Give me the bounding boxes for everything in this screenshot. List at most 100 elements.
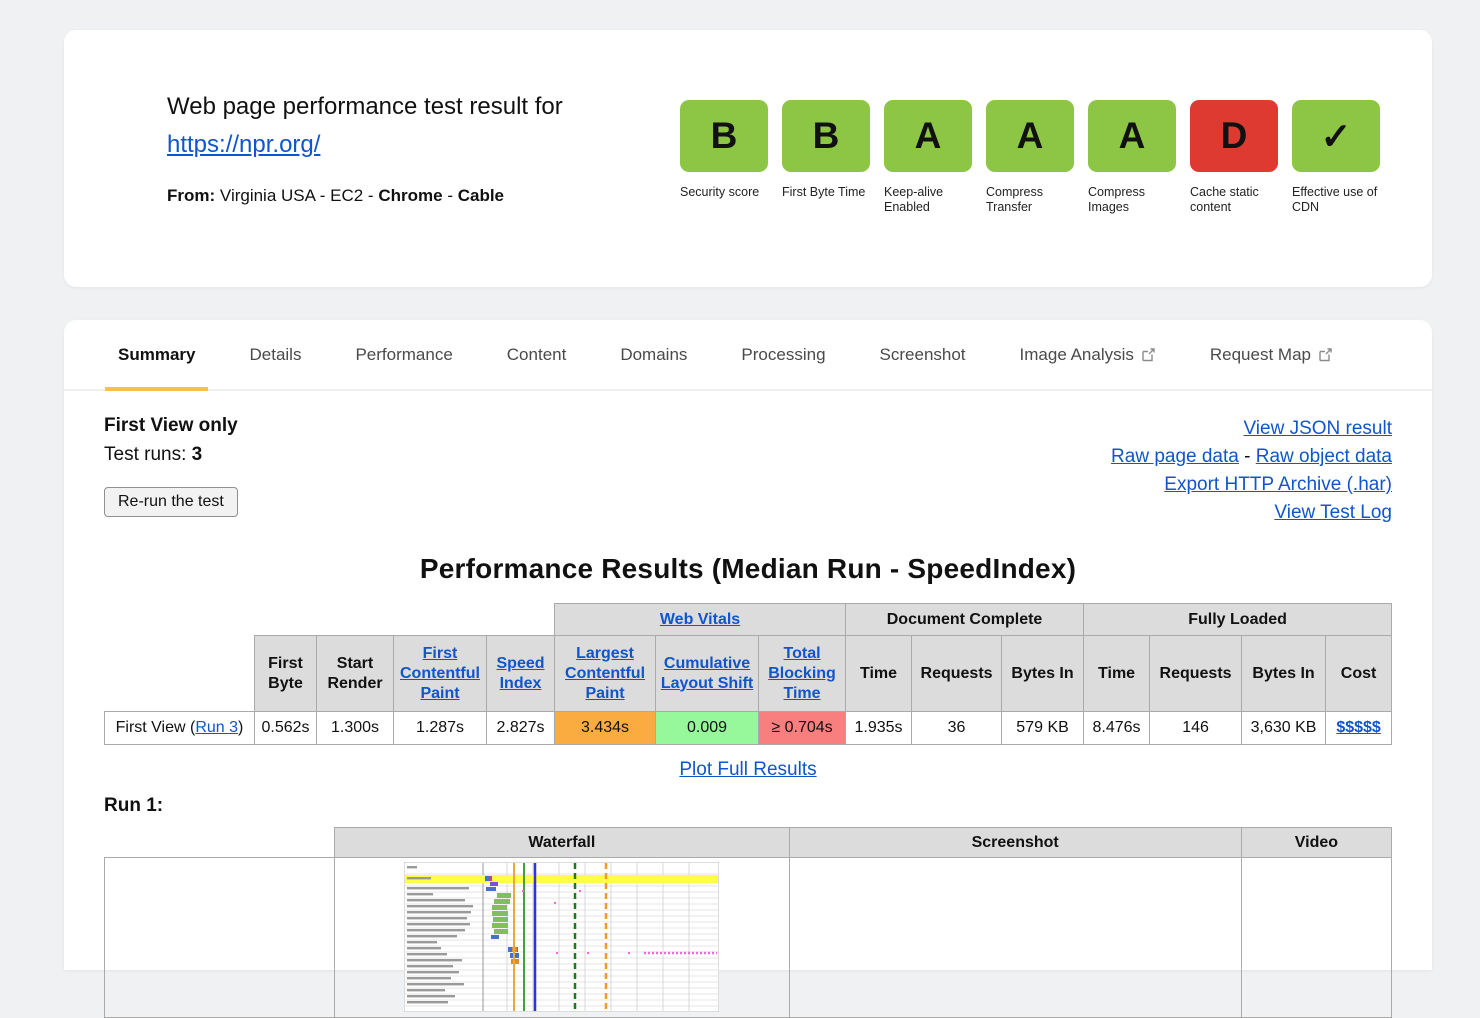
from-label: From: [167, 186, 216, 205]
tab-screenshot[interactable]: Screenshot [879, 344, 966, 364]
checkmark-badge[interactable]: ✓ [1292, 100, 1380, 172]
first-view-only-label: First View only [104, 415, 238, 436]
grade-letter-badge[interactable]: B [680, 100, 768, 172]
col-fl-bytes: Bytes In [1241, 635, 1327, 712]
document-complete-group-header: Document Complete [845, 603, 1085, 636]
col-total-blocking-time: Total Blocking Time [758, 635, 847, 712]
waterfall-thumbnail[interactable] [403, 861, 720, 1017]
grade-letter-badge[interactable]: D [1190, 100, 1278, 172]
tab-processing[interactable]: Processing [741, 344, 826, 364]
value-dc-time: 1.935s [845, 711, 913, 745]
from-connection: Cable [457, 186, 505, 205]
lcp-link[interactable]: Largest Contentful Paint [565, 644, 646, 702]
grade-cdn[interactable]: ✓ Effective use of CDN [1292, 100, 1380, 215]
grade-label: First Byte Time [782, 185, 866, 199]
col-fl-requests: Requests [1149, 635, 1243, 712]
rerun-test-button[interactable]: Re-run the test [104, 487, 238, 517]
test-info-block: First View only Test runs: 3 Re-run the … [104, 415, 238, 527]
fcp-link[interactable]: First Contentful Paint [400, 644, 480, 702]
table-row: First View (Run 3) 0.562s 1.300s 1.287s … [104, 711, 1393, 745]
value-total-blocking-time: ≥ 0.704s [758, 711, 847, 745]
spacer-cell [105, 828, 335, 858]
fully-loaded-group-header: Fully Loaded [1083, 603, 1393, 636]
col-cost: Cost [1325, 635, 1393, 712]
tbt-link[interactable]: Total Blocking Time [768, 644, 836, 702]
grade-letter-badge[interactable]: B [782, 100, 870, 172]
test-runs-count: 3 [191, 444, 203, 465]
col-video: Video [1240, 827, 1393, 858]
test-location-line: From: Virginia USA - EC2 - Chrome - Cabl… [167, 186, 563, 206]
value-cumulative-layout-shift: 0.009 [655, 711, 760, 745]
tab-image-analysis[interactable]: Image Analysis [1007, 320, 1169, 389]
grade-badges: B Security score B First Byte Time A Kee… [680, 100, 1380, 215]
test-runs-line: Test runs: 3 [104, 444, 203, 465]
grade-keep-alive[interactable]: A Keep-alive Enabled [884, 100, 972, 215]
col-screenshot: Screenshot [788, 827, 1242, 858]
value-largest-contentful-paint: 3.434s [554, 711, 657, 745]
plot-full-results-link[interactable]: Plot Full Results [679, 759, 817, 780]
speed-index-link[interactable]: Speed Index [496, 654, 545, 692]
raw-object-data-link[interactable]: Raw object data [1255, 446, 1392, 467]
run-1-table: Waterfall Screenshot Video [103, 827, 1393, 1018]
grade-security-score[interactable]: B Security score [680, 100, 768, 215]
run-1-heading: Run 1: [104, 795, 164, 816]
grade-label: Compress Images [1088, 185, 1145, 214]
tab-request-map[interactable]: Request Map [1197, 320, 1346, 389]
view-json-link[interactable]: View JSON result [1243, 418, 1392, 439]
grade-label: Effective use of CDN [1292, 185, 1378, 214]
grade-letter-badge[interactable]: A [1088, 100, 1176, 172]
tab-domains[interactable]: Domains [620, 344, 688, 364]
value-fl-bytes: 3,630 KB [1241, 711, 1327, 745]
grade-letter-badge[interactable]: A [884, 100, 972, 172]
screenshot-cell [788, 857, 1242, 1018]
col-dc-requests: Requests [911, 635, 1003, 712]
col-dc-bytes: Bytes In [1001, 635, 1085, 712]
from-dash: - [447, 186, 453, 205]
grade-first-byte-time[interactable]: B First Byte Time [782, 100, 870, 215]
col-largest-contentful-paint: Largest Contentful Paint [554, 635, 657, 712]
value-first-byte: 0.562s [254, 711, 317, 745]
performance-results-table: Web Vitals Document Complete Fully Loade… [104, 603, 1393, 745]
web-vitals-link[interactable]: Web Vitals [659, 610, 741, 628]
tab-bar: Summary Details Performance Content Doma… [64, 320, 1432, 391]
grade-cache-static[interactable]: D Cache static content [1190, 100, 1278, 215]
run-3-link[interactable]: Run 3 [195, 719, 239, 736]
value-cost: $$$$$ [1325, 711, 1393, 745]
grade-compress-transfer[interactable]: A Compress Transfer [986, 100, 1074, 215]
grade-compress-images[interactable]: A Compress Images [1088, 100, 1176, 215]
run-row-label-cell [103, 857, 336, 1018]
grade-letter-badge[interactable]: A [986, 100, 1074, 172]
value-speed-index: 2.827s [485, 711, 556, 745]
cls-link[interactable]: Cumulative Layout Shift [660, 654, 754, 692]
col-first-byte: First Byte [254, 635, 317, 712]
page-title: Web page performance test result for [167, 93, 563, 120]
col-start-render: Start Render [316, 635, 394, 712]
value-start-render: 1.300s [316, 711, 394, 745]
link-separator: - [1244, 446, 1251, 467]
web-vitals-group-header: Web Vitals [554, 603, 847, 636]
export-har-link[interactable]: Export HTTP Archive (.har) [1164, 474, 1392, 495]
col-first-contentful-paint: First Contentful Paint [393, 635, 487, 712]
from-location: Virginia USA - EC2 - [219, 186, 374, 205]
tab-performance[interactable]: Performance [355, 344, 453, 364]
tested-url-link[interactable]: https://npr.org/ [167, 131, 321, 158]
col-speed-index: Speed Index [485, 635, 556, 712]
view-test-log-link[interactable]: View Test Log [1274, 502, 1392, 523]
value-first-contentful-paint: 1.287s [393, 711, 487, 745]
grade-label: Keep-alive Enabled [884, 185, 944, 214]
raw-page-data-link[interactable]: Raw page data [1111, 446, 1239, 467]
grade-label: Cache static content [1190, 185, 1259, 214]
from-browser: Chrome [378, 186, 443, 205]
results-title: Performance Results (Median Run - SpeedI… [419, 553, 1077, 584]
tab-summary[interactable]: Summary [105, 320, 209, 391]
external-link-icon [1318, 347, 1333, 362]
spacer-cell [105, 636, 255, 712]
col-fl-time: Time [1083, 635, 1151, 712]
col-waterfall: Waterfall [334, 827, 790, 858]
cost-link[interactable]: $$$$$ [1336, 719, 1381, 736]
tab-content[interactable]: Content [506, 344, 567, 364]
video-cell [1240, 857, 1393, 1018]
tab-details[interactable]: Details [249, 344, 302, 364]
export-links: View JSON result Raw page data - Raw obj… [1111, 415, 1392, 527]
waterfall-cell [334, 857, 790, 1018]
